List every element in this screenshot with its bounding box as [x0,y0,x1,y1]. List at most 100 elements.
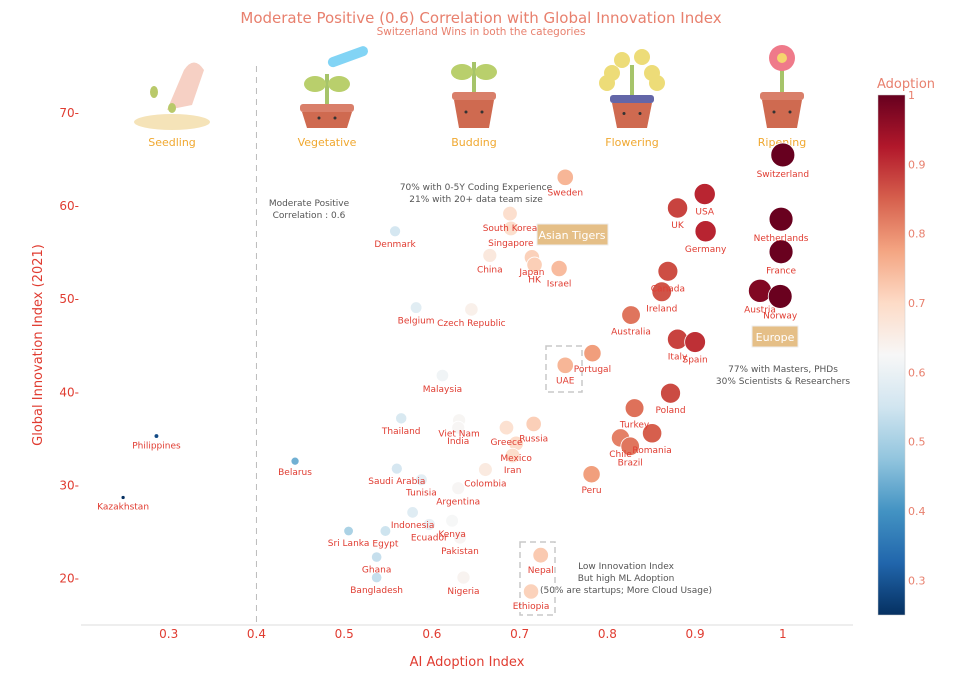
data-point-philippines [153,433,160,439]
data-point-nigeria [456,570,471,585]
x-tick-label: 0.9 [686,627,705,641]
data-label: Pakistan [441,547,479,557]
eye-icon [788,110,792,114]
seed-icon [150,86,158,98]
eye-icon [772,110,776,114]
seed-icon [168,103,176,113]
correlation-note: Moderate Positive [269,199,350,209]
data-point-singapore [503,220,519,237]
stage-label: Flowering [605,136,658,149]
data-label: Portugal [574,365,611,375]
y-tick-label: 70- [59,106,79,120]
hand-icon [167,62,204,110]
data-point-nepal [532,546,549,564]
leaf-icon [475,64,497,80]
pot-rim-icon [610,95,654,103]
data-label: Belarus [278,468,312,478]
data-label: Malaysia [423,385,462,395]
y-axis-label: Global Innovation Index (2021) [31,244,46,446]
nepal-ethiopia-highlight-box [519,541,556,616]
data-point-canada [657,260,679,282]
data-label: Thailand [381,427,421,437]
data-point-ghana [371,551,383,563]
data-point-belgium [409,301,423,314]
stage-label: Seedling [148,136,196,149]
soil-icon [134,114,210,130]
asian-tigers-label: Asian Tigers [539,229,606,242]
data-label: Argentina [436,498,480,508]
data-label: Russia [519,435,548,445]
colorbar-tick-label: 0.8 [908,228,926,241]
data-point-brazil [620,436,640,457]
data-point-romania [642,423,663,444]
data-point-netherlands [768,206,794,232]
eye-icon [464,110,468,114]
data-label: Sri Lanka [328,539,370,549]
x-tick-label: 0.5 [335,627,354,641]
data-point-tunisia [415,473,428,487]
data-point-greece [498,420,515,436]
data-label: HK [528,275,542,285]
stage-label: Budding [451,136,497,149]
data-point-ecuador [422,518,436,531]
low-adoption-note: But high ML Adoption [578,574,675,584]
uae-highlight-box [545,345,583,393]
chart-subtitle: Switzerland Wins in both the categories [377,26,586,38]
data-label: Viet Nam [438,430,479,440]
data-label: Brazil [618,459,643,469]
data-label: Japan [518,268,544,278]
colorbar-tick-label: 0.9 [908,158,926,171]
chart-title: Moderate Positive (0.6) Correlation with… [240,9,721,27]
data-label: UAE [556,377,575,387]
data-label: France [766,267,796,277]
colorbar [877,94,906,616]
stage-vegetative-icon: Vegetative [298,46,368,149]
data-label: Romania [632,446,671,456]
data-label: Egypt [372,539,398,549]
low-adoption-note: Low Innovation Index [578,562,675,572]
data-point-germany [694,220,717,243]
bloom-icon [634,49,650,65]
data-label: Sweden [547,189,583,199]
data-point-saudi-arabia [390,462,403,475]
data-point-malaysia [435,368,450,383]
stage-ripening-icon: Ripening [758,45,806,149]
x-axis-label: AI Adoption Index [410,655,525,670]
data-label: Chile [609,450,632,460]
data-point-sweden [556,168,574,186]
data-label: Belgium [398,316,435,326]
flower-center-icon [777,53,787,63]
x-tick-label: 0.4 [247,627,266,641]
stage-label: Ripening [758,136,806,149]
data-point-usa [693,183,716,206]
pot-icon [454,100,494,128]
data-label: Poland [656,406,686,416]
colorbar-tick-label: 0.6 [908,366,926,379]
data-point-denmark [389,225,401,238]
data-point-ethiopia [522,583,540,600]
pot-rim-icon [760,92,804,100]
data-label: Denmark [374,240,416,250]
data-point-russia [525,415,542,433]
data-label: Mexico [500,454,532,464]
eye-icon [333,116,337,120]
europe-note: 30% Scientists & Researchers [716,377,850,387]
data-label: Canada [651,284,685,294]
data-label: Colombia [464,479,506,489]
asia-note: 70% with 0-5Y Coding Experience [400,183,553,193]
data-label: South Korea [483,224,538,234]
bloom-icon [599,75,615,91]
data-point-south-korea [502,205,518,222]
data-point-australia [621,305,641,325]
data-point-china [482,248,498,263]
data-point-colombia [478,462,493,477]
pot-icon [612,103,652,128]
data-point-spain [684,331,706,353]
y-tick-label: 30- [59,478,79,492]
leaf-icon [304,76,326,92]
data-label: Saudi Arabia [368,477,425,487]
x-tick-label: 0.3 [159,627,178,641]
y-tick-label: 60- [59,199,79,213]
stage-flowering-icon: Flowering [599,49,665,149]
